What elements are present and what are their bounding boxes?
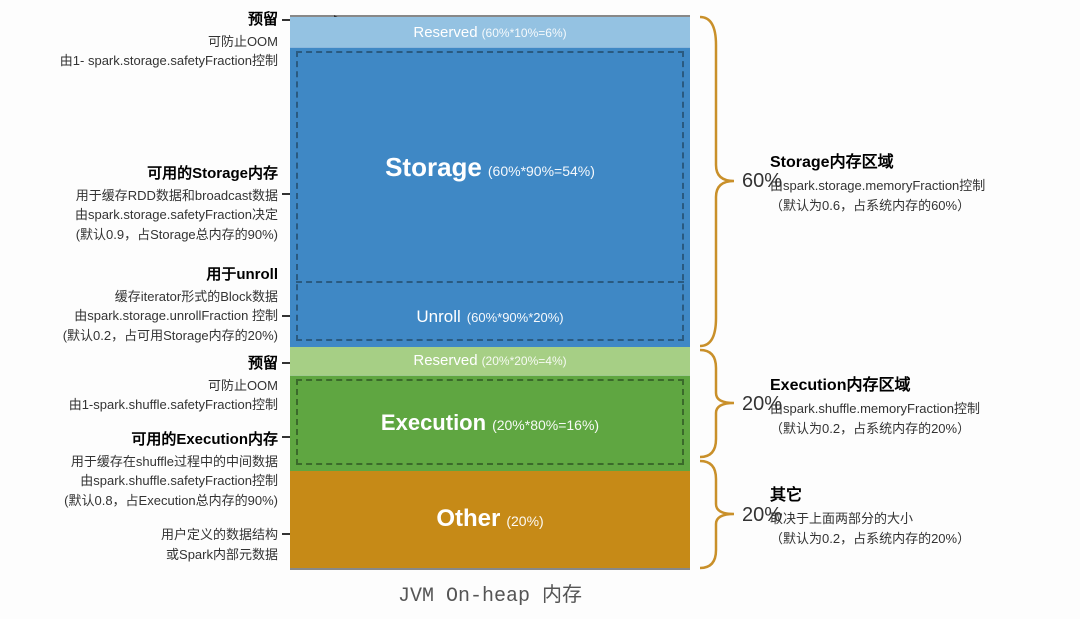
block-calc: (60%*90%=54%): [488, 163, 595, 179]
ann-line: 可防止OOM: [69, 376, 278, 396]
brace-icon: [698, 459, 738, 570]
ann-title: 预留: [69, 353, 278, 376]
left-annotations: 预留 可防止OOM 由1- spark.storage.safetyFracti…: [10, 15, 290, 570]
memory-diagram: Reserved (60%*10%=6%) Storage (60%*90%=5…: [290, 15, 690, 570]
caption: JVM On-heap 内存: [290, 578, 690, 608]
block-label: Unroll: [416, 307, 460, 327]
block-calc: (60%*90%*20%): [467, 310, 564, 325]
block-label: Execution: [381, 410, 486, 436]
rann-line: 由spark.storage.memoryFraction控制: [770, 176, 985, 197]
ann-exec-main: 可用的Execution内存 用于缓存在shuffle过程中的中间数据 由spa…: [64, 429, 278, 510]
ann-title: 预留: [60, 9, 278, 32]
rann-line: （默认为0.2，占系统内存的20%）: [770, 529, 970, 550]
right-braces: 60% 20% 20%: [690, 15, 750, 570]
storage-reserved-block: Reserved (60%*10%=6%): [290, 17, 690, 47]
other-block: Other (20%): [290, 471, 690, 568]
block-calc: (60%*10%=6%): [482, 26, 567, 40]
ann-line: 由spark.storage.safetyFraction决定: [75, 205, 278, 225]
ann-unroll: 用于unroll 缓存iterator形式的Block数据 由spark.sto…: [63, 264, 278, 345]
block-label: Reserved: [413, 352, 477, 369]
right-annotations: Storage内存区域 由spark.storage.memoryFractio…: [750, 15, 1060, 570]
storage-region: Reserved (60%*10%=6%) Storage (60%*90%=5…: [290, 17, 690, 347]
ann-storage-main: 可用的Storage内存 用于缓存RDD数据和broadcast数据 由spar…: [75, 163, 278, 244]
rann-title: Execution内存区域: [770, 373, 980, 399]
block-label: Other: [436, 505, 500, 533]
brace-icon: [698, 15, 738, 348]
block-label: Reserved: [413, 24, 477, 41]
rann-line: 由spark.shuffle.memoryFraction控制: [770, 399, 980, 420]
ann-line: 用于缓存在shuffle过程中的中间数据: [64, 452, 278, 472]
rann-storage: Storage内存区域 由spark.storage.memoryFractio…: [770, 150, 985, 217]
ann-line: 用于缓存RDD数据和broadcast数据: [75, 186, 278, 206]
rann-line: （默认为0.6，占系统内存的60%）: [770, 196, 985, 217]
execution-region: Reserved (20%*20%=4%) Execution (20%*80%…: [290, 347, 690, 471]
ann-title: 可用的Execution内存: [64, 429, 278, 452]
ann-line: 由1- spark.storage.safetyFraction控制: [60, 51, 278, 71]
ann-line: 由1-spark.shuffle.safetyFraction控制: [69, 395, 278, 415]
ann-line: 由spark.shuffle.safetyFraction控制: [64, 471, 278, 491]
block-calc: (20%*20%=4%): [482, 354, 567, 368]
ann-line: 可防止OOM: [60, 32, 278, 52]
exec-main-block: Execution (20%*80%=16%): [290, 375, 690, 471]
brace-icon: [698, 348, 738, 459]
ann-line: (默认0.8，占Execution总内存的90%): [64, 491, 278, 511]
storage-unroll-block: Unroll (60%*90%*20%): [416, 287, 563, 347]
ann-line: 由spark.storage.unrollFraction 控制: [63, 306, 278, 326]
rann-line: 取决于上面两部分的大小: [770, 509, 970, 530]
block-label: Storage: [385, 152, 482, 183]
ann-line: (默认0.2，占可用Storage内存的20%): [63, 326, 278, 346]
ann-line: (默认0.9，占Storage总内存的90%): [75, 225, 278, 245]
storage-main-block: Storage (60%*90%=54%) Unroll (60%*90%*20…: [290, 47, 690, 347]
ann-exec-reserved: 预留 可防止OOM 由1-spark.shuffle.safetyFractio…: [69, 353, 278, 415]
ann-storage-reserved: 预留 可防止OOM 由1- spark.storage.safetyFracti…: [60, 9, 278, 71]
exec-reserved-block: Reserved (20%*20%=4%): [290, 347, 690, 375]
ann-line: 或Spark内部元数据: [161, 545, 278, 565]
ann-other: 用户定义的数据结构 或Spark内部元数据: [161, 525, 278, 564]
block-calc: (20%): [506, 513, 543, 529]
block-calc: (20%*80%=16%): [492, 417, 599, 433]
rann-title: Storage内存区域: [770, 150, 985, 176]
rann-title: 其它: [770, 483, 970, 509]
ann-title: 可用的Storage内存: [75, 163, 278, 186]
ann-line: 用户定义的数据结构: [161, 525, 278, 545]
rann-execution: Execution内存区域 由spark.shuffle.memoryFract…: [770, 373, 980, 440]
ann-line: 缓存iterator形式的Block数据: [63, 287, 278, 307]
ann-title: 用于unroll: [63, 264, 278, 287]
other-region: Other (20%): [290, 471, 690, 568]
rann-other: 其它 取决于上面两部分的大小 （默认为0.2，占系统内存的20%）: [770, 483, 970, 550]
rann-line: （默认为0.2，占系统内存的20%）: [770, 419, 980, 440]
